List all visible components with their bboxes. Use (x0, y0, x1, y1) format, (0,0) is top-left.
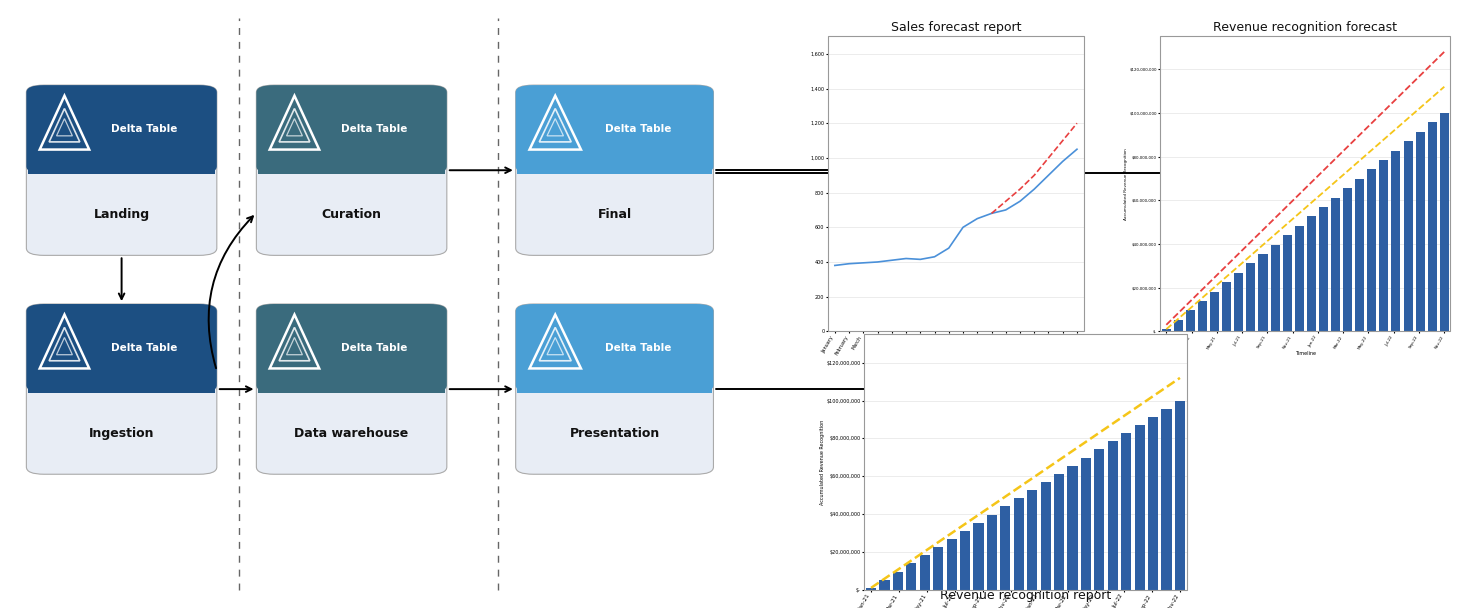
Bar (1134, 425, 1144, 590)
Bar (866, 588, 876, 590)
Bar (879, 579, 889, 590)
Text: Final: Final (598, 208, 631, 221)
Text: Delta Table: Delta Table (605, 344, 671, 353)
X-axis label: Timeline: Timeline (1295, 351, 1316, 356)
Bar (1187, 310, 1195, 331)
Text: Presentation: Presentation (570, 427, 659, 440)
FancyBboxPatch shape (26, 85, 217, 255)
Bar (517, 151, 712, 174)
Bar (1235, 273, 1244, 331)
Bar (1173, 320, 1182, 331)
Bar (1247, 263, 1256, 331)
Text: Revenue recognition forecast: Revenue recognition forecast (1213, 21, 1398, 34)
FancyBboxPatch shape (256, 85, 447, 255)
Bar (1081, 458, 1091, 590)
Bar (28, 370, 215, 393)
Bar (1367, 170, 1376, 331)
Bar (1380, 160, 1389, 331)
Bar (1149, 417, 1159, 590)
Bar (1040, 482, 1050, 590)
FancyBboxPatch shape (256, 85, 447, 174)
Bar (1210, 292, 1219, 331)
Bar (1332, 198, 1340, 331)
Bar (1440, 113, 1449, 331)
FancyBboxPatch shape (26, 304, 217, 474)
Text: Delta Table: Delta Table (111, 125, 177, 134)
Bar (258, 370, 445, 393)
Bar (1258, 254, 1267, 331)
Bar (973, 523, 983, 590)
Bar (1295, 226, 1304, 331)
Text: Curation: Curation (322, 208, 381, 221)
FancyBboxPatch shape (516, 304, 713, 474)
FancyBboxPatch shape (256, 304, 447, 393)
Bar (920, 555, 930, 590)
Text: Revenue recognition report: Revenue recognition report (941, 589, 1110, 603)
Bar (1162, 409, 1172, 590)
Bar (1283, 235, 1292, 331)
Bar (892, 572, 902, 590)
Text: Ingestion: Ingestion (89, 427, 154, 440)
Text: Landing: Landing (94, 208, 149, 221)
Bar (1415, 132, 1424, 331)
FancyBboxPatch shape (26, 85, 217, 174)
Bar (987, 514, 998, 590)
Bar (907, 564, 917, 590)
Bar (960, 531, 970, 590)
Bar (946, 539, 957, 590)
Text: Delta Table: Delta Table (341, 344, 407, 353)
Bar (933, 547, 943, 590)
FancyBboxPatch shape (516, 85, 713, 255)
Bar (1403, 141, 1412, 331)
Bar (1198, 301, 1207, 331)
Bar (28, 151, 215, 174)
Bar (1392, 151, 1401, 331)
Bar (517, 370, 712, 393)
Bar (1053, 474, 1064, 590)
Y-axis label: Accumulated Revenue Recognition: Accumulated Revenue Recognition (820, 420, 825, 505)
Bar (1068, 466, 1078, 590)
FancyBboxPatch shape (256, 304, 447, 474)
Bar (1343, 188, 1352, 331)
Text: Delta Table: Delta Table (605, 125, 671, 134)
Bar (1222, 282, 1231, 331)
Bar (1428, 122, 1437, 331)
Bar (1014, 499, 1024, 590)
Bar (1270, 244, 1279, 331)
Bar (258, 151, 445, 174)
Bar (1094, 449, 1105, 590)
Bar (1001, 506, 1011, 590)
Text: Sales forecast report: Sales forecast report (891, 21, 1023, 34)
Text: Delta Table: Delta Table (111, 344, 177, 353)
Bar (1162, 329, 1171, 331)
Text: Data warehouse: Data warehouse (294, 427, 409, 440)
FancyBboxPatch shape (516, 85, 713, 174)
Bar (1027, 490, 1037, 590)
Bar (1108, 441, 1118, 590)
Bar (1355, 179, 1364, 331)
FancyBboxPatch shape (516, 304, 713, 393)
FancyBboxPatch shape (26, 304, 217, 393)
Text: Delta Table: Delta Table (341, 125, 407, 134)
Bar (1175, 401, 1185, 590)
Y-axis label: Accumulated Revenue Recognition: Accumulated Revenue Recognition (1124, 148, 1128, 220)
Bar (1121, 433, 1131, 590)
Bar (1307, 216, 1316, 331)
Bar (1318, 207, 1327, 331)
